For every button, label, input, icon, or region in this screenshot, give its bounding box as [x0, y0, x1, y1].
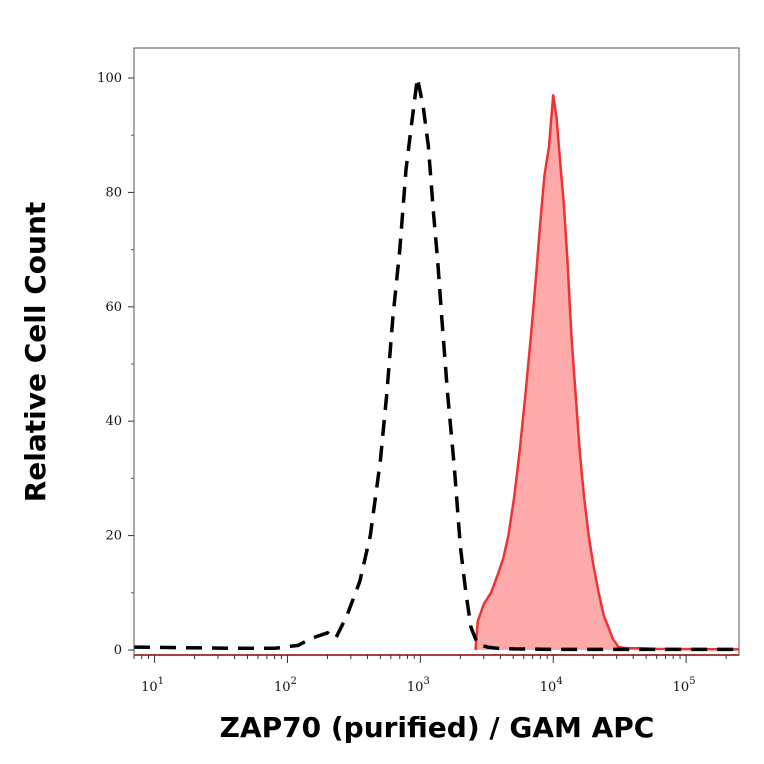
y-tick-label: 40	[105, 414, 122, 429]
y-tick-label: 20	[105, 529, 122, 544]
x-tick-label: 102	[274, 676, 297, 695]
plot-frame	[133, 47, 740, 656]
series-1-fill	[475, 95, 739, 650]
x-tick-label-exponent: 3	[423, 676, 429, 687]
x-tick-label-exponent: 1	[158, 676, 164, 687]
series-0-line	[133, 76, 739, 652]
x-tick-label: 104	[540, 676, 563, 695]
x-tick-label-base: 10	[141, 680, 158, 695]
y-tick-label: 0	[114, 643, 122, 658]
y-tick-label: 60	[105, 300, 122, 315]
y-tick-label: 100	[97, 71, 122, 86]
y-tick-label: 80	[105, 185, 122, 200]
x-tick-label: 101	[141, 676, 164, 695]
x-axis-title: ZAP70 (purified) / GAM APC	[220, 711, 655, 744]
x-tick-label-base: 10	[540, 680, 557, 695]
x-tick-label-exponent: 4	[556, 676, 562, 687]
series-1-line	[474, 93, 740, 651]
x-tick-label-base: 10	[673, 680, 690, 695]
x-tick-label-exponent: 5	[689, 676, 695, 687]
y-axis-title: Relative Cell Count	[19, 202, 52, 503]
plot-area	[133, 76, 740, 656]
x-tick-label-base: 10	[274, 680, 291, 695]
x-tick-label: 105	[673, 676, 696, 695]
x-tick-label-base: 10	[407, 680, 424, 695]
x-tick-label-exponent: 2	[291, 676, 297, 687]
x-tick-label: 103	[407, 676, 430, 695]
